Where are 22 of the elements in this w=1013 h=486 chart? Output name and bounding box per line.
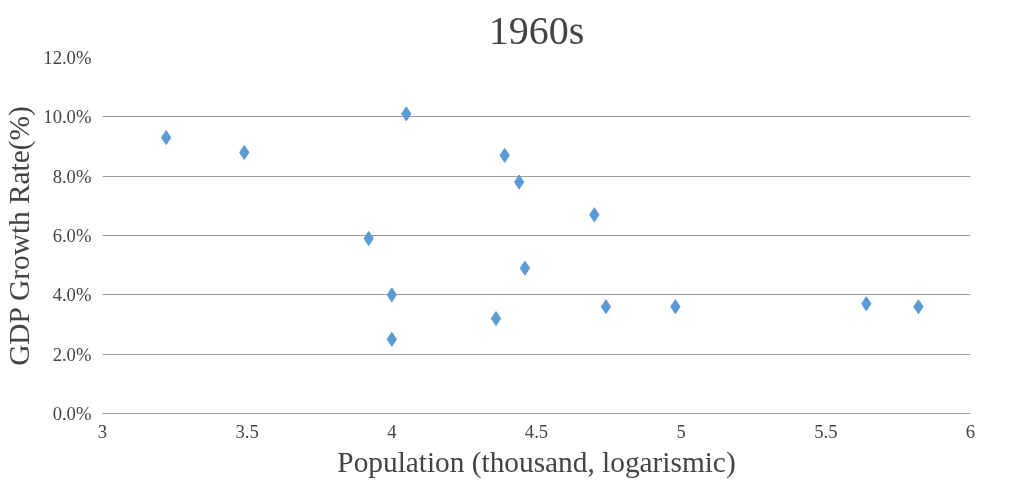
point [519,260,531,276]
y-tick-label: 0.0% [52,403,92,424]
x-tick-label: 4 [387,420,398,442]
x-tick-label: 6 [965,420,976,442]
point [160,130,172,146]
y-tick-label: 6.0% [52,225,92,246]
y-tick-label: 10.0% [43,106,92,128]
chart-title: 1960s [488,7,585,53]
point [490,311,502,327]
x-tick-label: 3.5 [235,420,259,442]
x-tick-label: 4.5 [524,420,549,442]
y-tick-label: 12.0% [43,47,92,68]
x-tick-label: 3 [97,420,108,442]
x-tick-label: 5.5 [814,420,838,442]
y-tick-label: 2.0% [52,343,92,365]
y-axis-title: GDP Growth Rate(%) [3,106,37,366]
x-axis-title: Population (thousand, logarismic) [337,445,736,479]
y-tick-label: 8.0% [52,165,92,187]
point [513,174,525,190]
x-tick-label: 5 [676,420,686,442]
y-tick-label: 4.0% [52,284,92,306]
point [600,299,612,315]
